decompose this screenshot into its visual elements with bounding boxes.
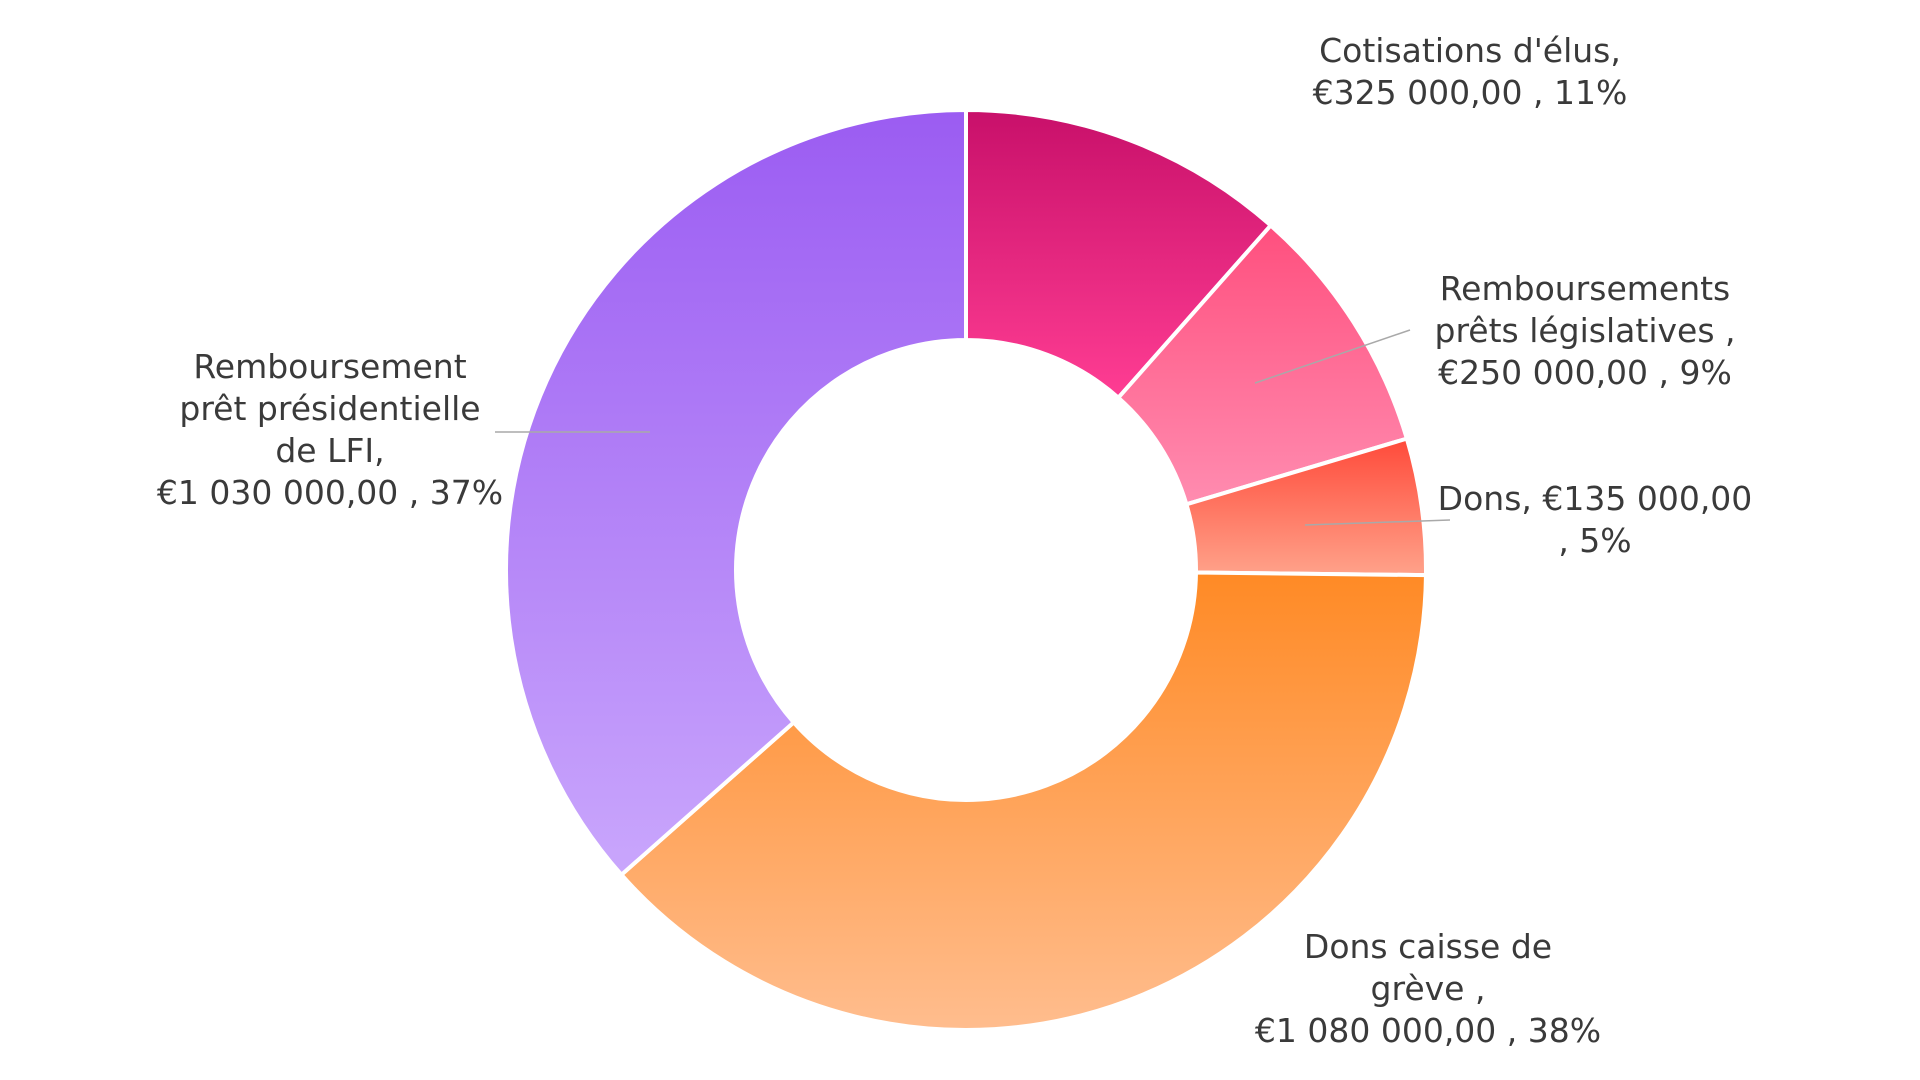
data-label-0-line-1: €325 000,00 , 11% (1313, 73, 1628, 112)
slice-0 (964, 108, 1273, 400)
data-label-3: Dons caisse de grève , €1 080 000,00 , 38% (1255, 927, 1601, 1050)
data-label-4-line-0: Remboursement (193, 347, 466, 386)
data-label-3-line-1: grève , (1371, 969, 1486, 1008)
data-label-3-line-0: Dons caisse de (1304, 927, 1552, 966)
data-label-4-line-2: de LFI, (275, 431, 384, 470)
donut-slices (504, 108, 1428, 1032)
data-label-4: Remboursement prêt présidentielle de LFI, €… (157, 347, 503, 512)
data-labels: Cotisations d'élus, €325 000,00 , 11% Remb… (157, 31, 1752, 1050)
data-label-0: Cotisations d'élus, €325 000,00 , 11% (1313, 31, 1628, 112)
data-label-0-line-0: Cotisations d'élus, (1319, 31, 1621, 70)
slice-4 (504, 108, 968, 877)
data-label-1-line-2: €250 000,00 , 9% (1438, 353, 1732, 392)
leader-line-1 (1254, 329, 1411, 384)
slice-3 (619, 570, 1428, 1032)
data-label-4-line-1: prêt présidentielle (179, 389, 480, 428)
data-label-1: Remboursements prêts législatives , €250 0… (1435, 269, 1736, 392)
data-label-2: Dons, €135 000,00, 5% (1438, 479, 1753, 560)
data-label-2-line-0: Dons, €135 000,00 (1438, 479, 1753, 518)
leader-line-2 (1304, 519, 1451, 526)
data-label-2-line-1: , 5% (1558, 521, 1631, 560)
data-label-4-line-3: €1 030 000,00 , 37% (157, 473, 503, 512)
data-label-3-line-2: €1 080 000,00 , 38% (1255, 1011, 1601, 1050)
data-label-1-line-0: Remboursements (1440, 269, 1731, 308)
data-label-1-line-1: prêts législatives , (1435, 311, 1736, 350)
leader-lines (495, 329, 1451, 526)
